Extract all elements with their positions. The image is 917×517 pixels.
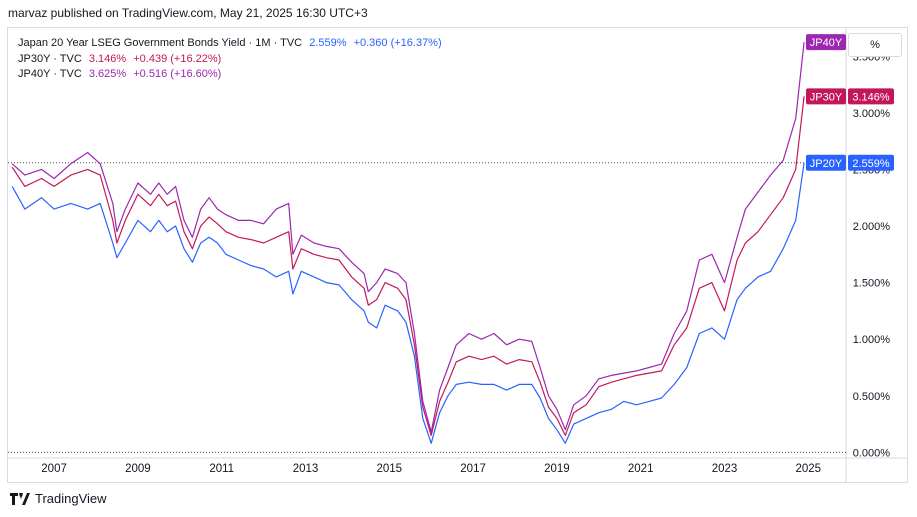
y-tick-label: 1.500% [853,278,891,290]
x-tick-label: 2019 [544,463,570,475]
series-tag-jp20y [806,154,846,171]
series-value-label: 2.559% [852,158,890,170]
x-tick-label: 2007 [41,463,67,475]
legend-series-name: JP40Y · TVC [18,68,82,80]
series-value-tag-jp20y [848,154,894,171]
x-tick-label: 2011 [209,463,234,475]
footer-brand: TradingView [35,491,107,506]
series-value-label: 3.146% [852,91,890,103]
series-tag-jp30y [806,88,846,105]
series-tag-label: JP30Y [810,91,843,103]
legend-series-value: 3.625% [88,68,127,80]
legend-series-name: JP30Y · TVC [18,52,82,65]
series-line-jp20y [11,162,805,444]
percent-scale-button[interactable]: % [848,33,902,57]
legend-row-jp30y[interactable]: JP30Y · TVC 3.146% +0.439 (+16.22%) [18,52,446,68]
legend-series-change: +0.360 (+16.37%) [353,37,442,49]
x-tick-label: 2017 [460,463,486,475]
y-tick-label: 3.000% [853,108,891,120]
x-tick-label: 2015 [376,463,402,475]
x-tick-label: 2013 [293,463,319,475]
series-tag-label: JP40Y [810,37,843,49]
tradingview-footer[interactable]: TradingView [10,491,107,506]
x-tick-label: 2009 [125,463,151,475]
chart-legend: Japan 20 Year LSEG Government Bonds Yiel… [18,36,446,83]
x-tick-label: 2021 [628,463,654,475]
legend-series-value: 2.559% [309,37,347,49]
chart-frame [7,27,908,483]
series-value-tag-jp30y [848,88,894,105]
legend-row-jp40y[interactable]: JP40Y · TVC 3.625% +0.516 (+16.60%) [18,67,446,83]
publisher-header: marvaz published on TradingView.com, May… [8,6,368,20]
legend-series-value: 3.146% [88,52,127,65]
y-tick-label: 1.000% [853,334,891,346]
series-line-jp30y [11,96,805,436]
y-tick-label: 2.000% [853,221,891,233]
y-tick-label: 0.500% [853,391,891,403]
x-tick-label: 2025 [795,463,821,475]
series-tag-jp40y [806,34,846,51]
legend-series-change: +0.516 (+16.60%) [133,68,222,80]
series-tag-label: JP20Y [810,158,843,170]
tradingview-logo-icon [10,492,30,505]
legend-series-change: +0.439 (+16.22%) [133,52,222,65]
x-tick-label: 2023 [712,463,738,475]
series-line-jp40y [11,42,805,433]
legend-series-name: Japan 20 Year LSEG Government Bonds Yiel… [18,37,303,49]
y-tick-label: 0.000% [853,447,891,459]
legend-row-jp20y[interactable]: Japan 20 Year LSEG Government Bonds Yiel… [18,36,446,52]
